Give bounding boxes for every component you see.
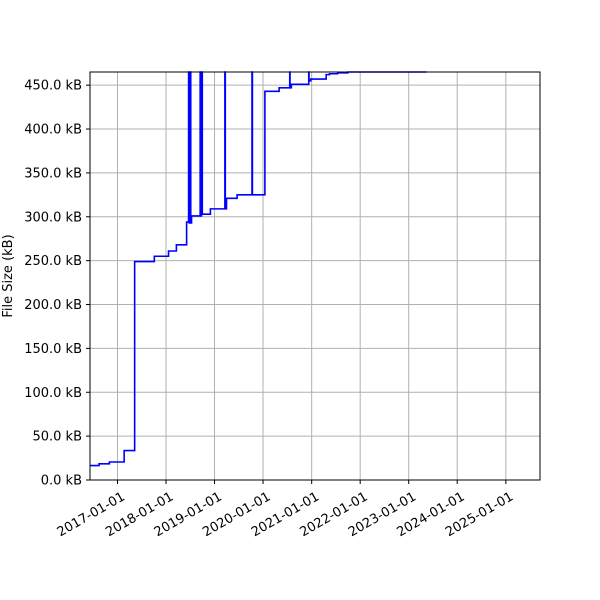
y-tick-label: 450.0 kB xyxy=(24,79,82,94)
grid-layer xyxy=(90,72,540,481)
y-tick-label: 300.0 kB xyxy=(24,210,82,225)
y-tick-label: 150.0 kB xyxy=(24,342,82,357)
plot-frame xyxy=(89,71,541,481)
y-axis-label: File Size (kB) xyxy=(1,234,16,317)
series-line xyxy=(90,71,427,467)
y-tick-label: 100.0 kB xyxy=(24,386,82,401)
y-tick-label: 250.0 kB xyxy=(24,254,82,269)
y-tick-label: 200.0 kB xyxy=(24,298,82,313)
y-tick-label: 350.0 kB xyxy=(24,166,82,181)
y-tick-label: 400.0 kB xyxy=(24,123,82,138)
y-tick-label: 0.0 kB xyxy=(41,474,82,489)
line-layer xyxy=(90,71,427,467)
ticks-layer: 0.0 kB 50.0 kB 100.0 kB 150.0 kB 200.0 kB 250… xyxy=(24,79,516,541)
y-tick-label: 50.0 kB xyxy=(32,430,82,445)
